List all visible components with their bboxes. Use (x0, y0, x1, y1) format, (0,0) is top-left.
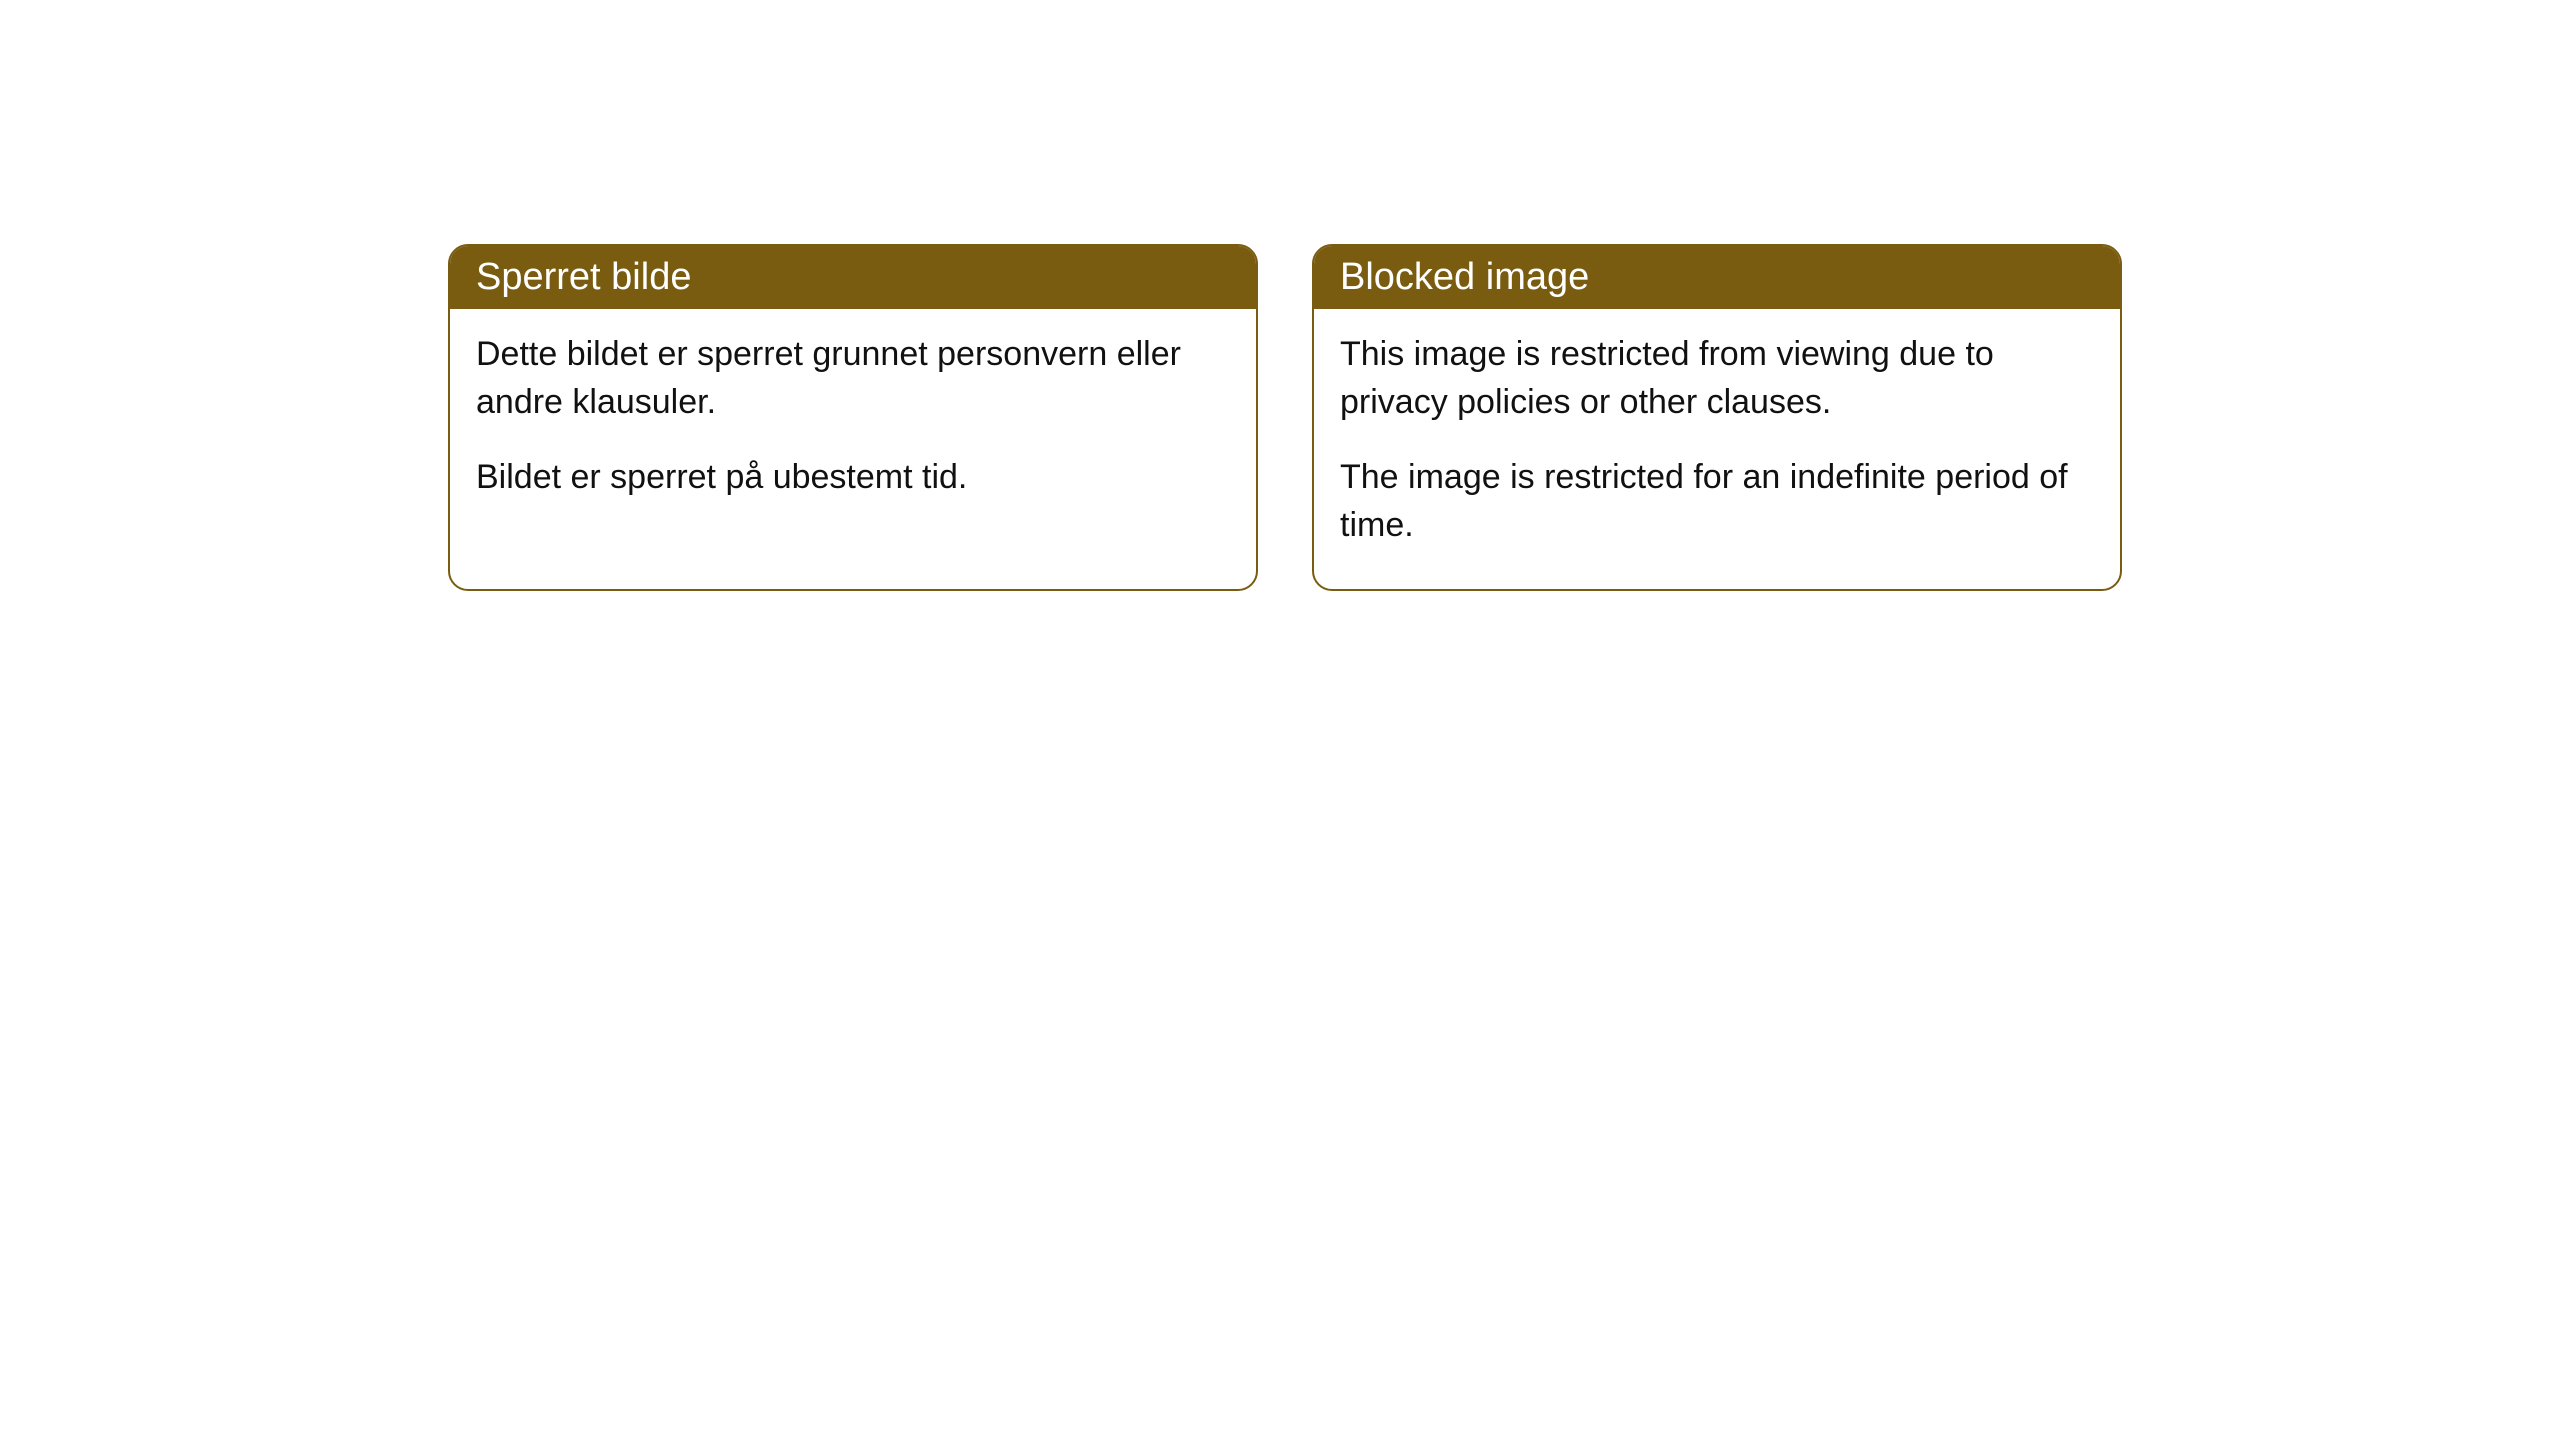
card-body: This image is restricted from viewing du… (1314, 309, 2120, 589)
card-body: Dette bildet er sperret grunnet personve… (450, 309, 1256, 542)
notice-cards-container: Sperret bilde Dette bildet er sperret gr… (448, 244, 2122, 591)
card-header: Blocked image (1314, 246, 2120, 309)
notice-card-english: Blocked image This image is restricted f… (1312, 244, 2122, 591)
card-header: Sperret bilde (450, 246, 1256, 309)
card-paragraph: Bildet er sperret på ubestemt tid. (476, 454, 1230, 502)
card-title: Sperret bilde (476, 256, 691, 298)
card-paragraph: This image is restricted from viewing du… (1340, 331, 2094, 426)
notice-card-norwegian: Sperret bilde Dette bildet er sperret gr… (448, 244, 1258, 591)
card-paragraph: The image is restricted for an indefinit… (1340, 454, 2094, 549)
card-title: Blocked image (1340, 256, 1589, 298)
card-paragraph: Dette bildet er sperret grunnet personve… (476, 331, 1230, 426)
